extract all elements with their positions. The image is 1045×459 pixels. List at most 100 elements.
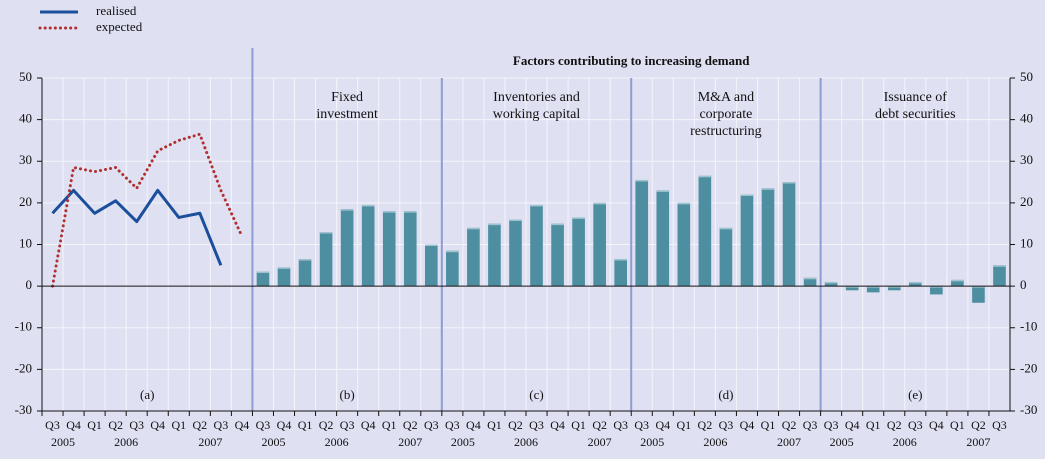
panel-title: Inventories and bbox=[493, 90, 580, 105]
bar bbox=[993, 265, 1006, 287]
bar bbox=[298, 259, 312, 287]
bar-highlight bbox=[845, 286, 859, 288]
year-label: 2005 bbox=[830, 435, 854, 449]
panel-label: (e) bbox=[908, 387, 922, 402]
bar-highlight bbox=[361, 204, 375, 207]
x-tick-label: Q2 bbox=[192, 418, 207, 432]
bar-highlight bbox=[614, 259, 628, 261]
bar-highlight bbox=[298, 259, 312, 261]
x-tick-label: Q2 bbox=[108, 418, 123, 432]
bar-highlight bbox=[656, 190, 670, 192]
x-tick-label: Q4 bbox=[929, 418, 944, 432]
bar-highlight bbox=[467, 227, 480, 230]
x-tick-label: Q2 bbox=[319, 418, 334, 432]
year-label: 2007 bbox=[398, 435, 422, 449]
x-tick-label: Q4 bbox=[740, 418, 755, 432]
x-tick-label: Q4 bbox=[550, 418, 565, 432]
panel-title: Fixed bbox=[331, 90, 363, 105]
bar-highlight bbox=[277, 267, 291, 269]
panel-label: (d) bbox=[718, 387, 733, 402]
bar bbox=[382, 211, 396, 287]
y-tick-label: 20 bbox=[19, 194, 32, 209]
year-label: 2005 bbox=[640, 435, 664, 449]
x-tick-label: Q2 bbox=[971, 418, 986, 432]
x-tick-label: Q3 bbox=[613, 418, 628, 432]
panel-title: investment bbox=[316, 107, 378, 122]
x-tick-label: Q4 bbox=[235, 418, 250, 432]
x-tick-label: Q2 bbox=[887, 418, 902, 432]
bar bbox=[424, 244, 438, 287]
bar bbox=[719, 227, 733, 287]
bar-highlight bbox=[930, 286, 943, 288]
bar bbox=[361, 204, 375, 287]
bar-highlight bbox=[761, 188, 775, 190]
bar bbox=[761, 188, 775, 287]
panel-label: (c) bbox=[529, 387, 543, 402]
y2-tick-label: -10 bbox=[1020, 319, 1037, 334]
bar-highlight bbox=[530, 204, 543, 207]
x-tick-label: Q1 bbox=[87, 418, 102, 432]
x-tick-label: Q3 bbox=[992, 418, 1007, 432]
bar bbox=[740, 194, 754, 287]
panel-title: Issuance of bbox=[884, 90, 948, 105]
y-tick-label: 10 bbox=[19, 235, 32, 250]
series-line bbox=[51, 132, 244, 288]
bar-highlight bbox=[782, 182, 796, 184]
x-tick-label: Q1 bbox=[382, 418, 397, 432]
y2-tick-label: -30 bbox=[1020, 402, 1037, 417]
bar-highlight bbox=[446, 250, 459, 253]
y2-tick-label: 50 bbox=[1020, 69, 1033, 84]
year-label: 2005 bbox=[451, 435, 475, 449]
x-tick-label: Q1 bbox=[676, 418, 691, 432]
bar-highlight bbox=[824, 281, 838, 284]
bar bbox=[593, 202, 606, 287]
bar bbox=[866, 286, 880, 293]
series-line bbox=[51, 188, 223, 266]
bar bbox=[845, 286, 859, 291]
bar bbox=[340, 209, 354, 287]
bar bbox=[446, 250, 459, 287]
year-label: 2005 bbox=[261, 435, 285, 449]
x-tick-label: Q3 bbox=[803, 418, 818, 432]
bar bbox=[635, 179, 649, 287]
bar-highlight bbox=[972, 286, 985, 288]
bar bbox=[656, 190, 670, 287]
bar bbox=[677, 202, 691, 287]
x-tick-label: Q4 bbox=[66, 418, 81, 432]
bar bbox=[930, 286, 943, 295]
x-tick-label: Q3 bbox=[529, 418, 544, 432]
bar-highlight bbox=[866, 286, 880, 288]
chart-title: Factors contributing to increasing deman… bbox=[513, 53, 750, 68]
x-tick-label: Q4 bbox=[150, 418, 165, 432]
x-tick-label: Q4 bbox=[845, 418, 860, 432]
bar bbox=[951, 279, 964, 287]
bar-highlight bbox=[340, 209, 354, 211]
year-label: 2006 bbox=[703, 435, 727, 449]
bar-highlight bbox=[488, 223, 501, 226]
x-tick-label: Q3 bbox=[256, 418, 271, 432]
bar bbox=[488, 223, 501, 287]
panel-label: (b) bbox=[340, 387, 355, 402]
bar-highlight bbox=[951, 279, 964, 282]
bar bbox=[467, 227, 480, 287]
panel-title: M&A and bbox=[698, 90, 754, 105]
year-label: 2006 bbox=[325, 435, 349, 449]
bar bbox=[908, 281, 922, 287]
bar-highlight bbox=[698, 175, 712, 178]
bar-highlight bbox=[509, 219, 522, 222]
bar bbox=[824, 281, 838, 287]
y-tick-label: 40 bbox=[19, 111, 32, 126]
bar-highlight bbox=[887, 286, 901, 288]
bar-highlight bbox=[993, 265, 1006, 267]
bar-highlight bbox=[740, 194, 754, 197]
y-tick-label: 0 bbox=[26, 277, 33, 292]
bar bbox=[551, 223, 564, 287]
x-tick-label: Q3 bbox=[45, 418, 60, 432]
year-label: 2006 bbox=[893, 435, 917, 449]
bar bbox=[403, 211, 417, 287]
x-tick-label: Q3 bbox=[214, 418, 229, 432]
bar bbox=[782, 182, 796, 287]
x-tick-label: Q4 bbox=[361, 418, 376, 432]
